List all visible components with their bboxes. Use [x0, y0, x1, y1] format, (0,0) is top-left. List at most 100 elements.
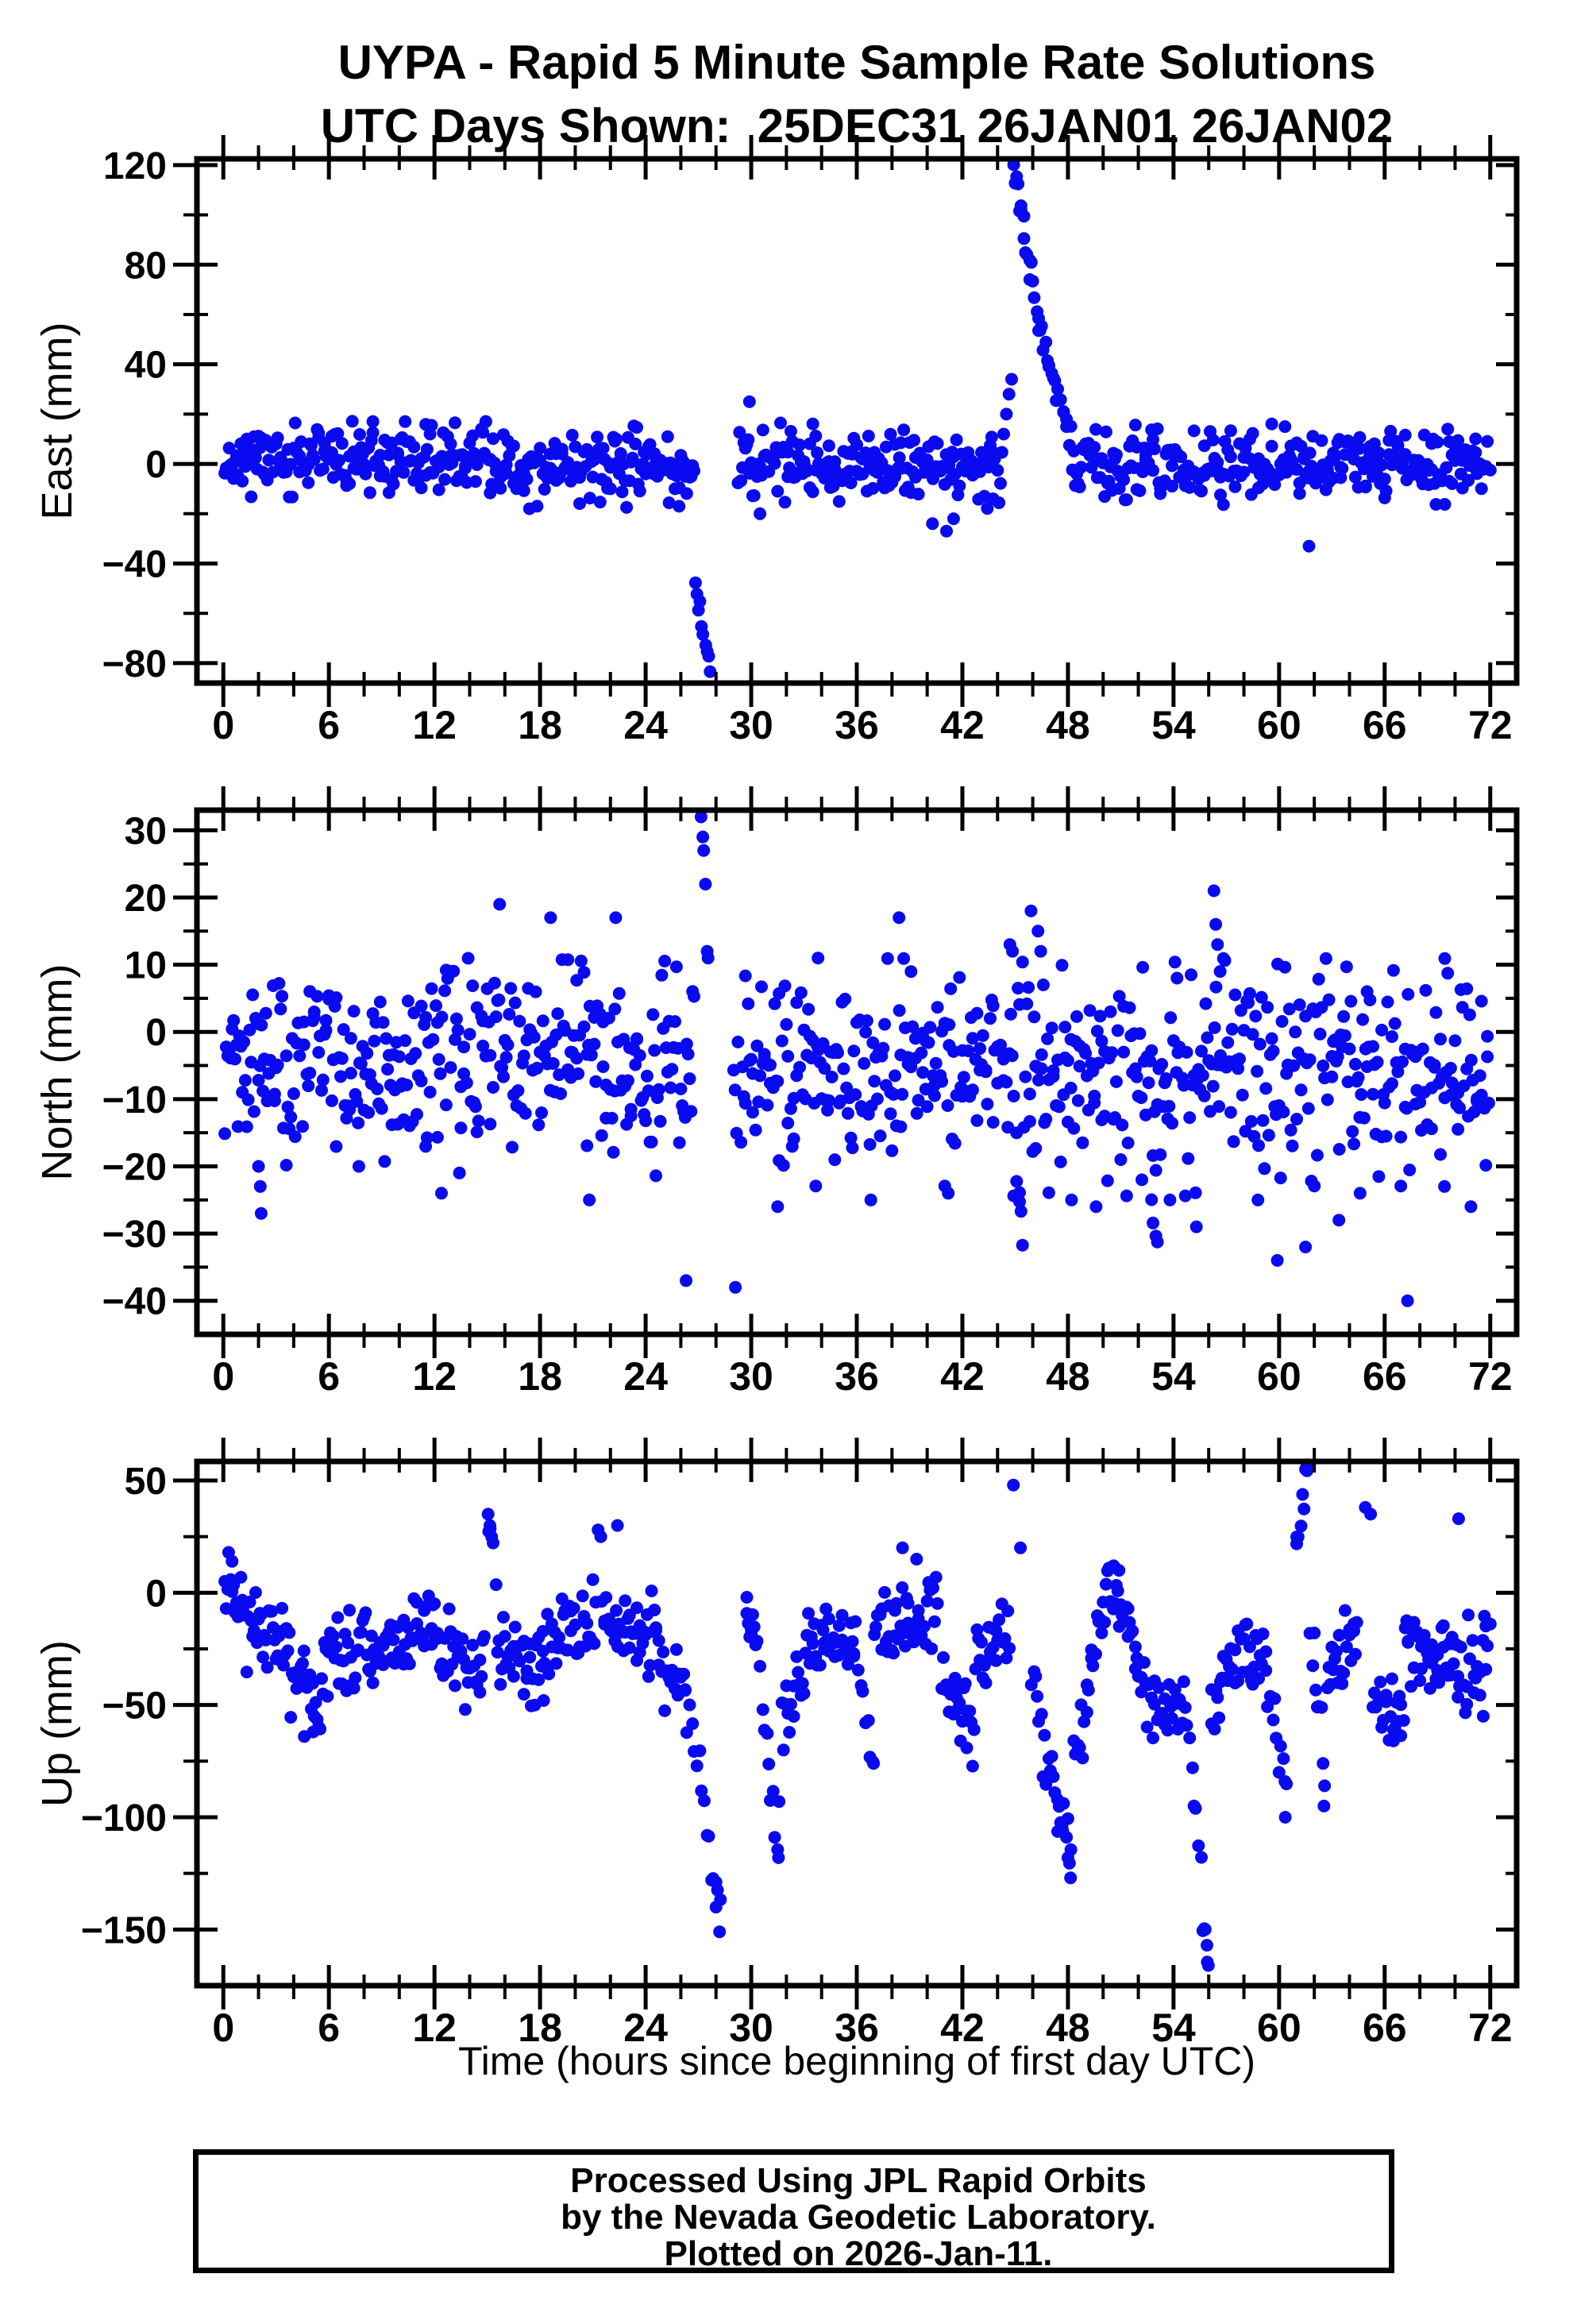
data-point — [1023, 1087, 1036, 1101]
data-point — [1163, 1193, 1177, 1206]
data-point — [1460, 1697, 1474, 1711]
data-point — [1346, 1125, 1359, 1138]
data-point — [494, 481, 507, 495]
data-point — [1378, 1096, 1391, 1110]
data-point — [476, 1039, 490, 1052]
data-point — [1310, 1148, 1324, 1162]
data-point — [252, 1074, 265, 1087]
data-point — [1425, 1122, 1438, 1136]
data-point — [747, 489, 761, 502]
data-point — [967, 1723, 981, 1736]
data-point — [344, 1032, 357, 1045]
data-point — [1006, 944, 1020, 958]
data-point — [1192, 1839, 1205, 1852]
data-point — [787, 1132, 800, 1145]
data-point — [1028, 291, 1041, 304]
data-point — [593, 496, 607, 509]
data-point — [414, 1075, 428, 1087]
data-point — [688, 464, 700, 477]
data-point — [754, 1659, 767, 1673]
y-tick-label: −80 — [102, 643, 167, 685]
data-point — [1394, 1698, 1408, 1712]
data-point — [411, 1108, 423, 1121]
data-point — [1441, 423, 1455, 436]
data-point — [1121, 1602, 1135, 1616]
data-point — [366, 415, 380, 428]
data-point — [733, 426, 746, 439]
data-point — [542, 1667, 556, 1681]
data-point — [844, 1131, 858, 1145]
data-point — [927, 1089, 941, 1102]
data-point — [444, 438, 457, 450]
data-point — [321, 1689, 334, 1703]
data-point — [702, 1829, 715, 1843]
data-point — [432, 1052, 445, 1066]
data-point — [479, 415, 492, 428]
data-point — [506, 1141, 519, 1154]
data-point — [1159, 1072, 1173, 1085]
data-point — [1386, 1734, 1400, 1747]
data-point — [1278, 1811, 1292, 1824]
data-point — [678, 1683, 692, 1697]
data-point — [513, 1654, 526, 1668]
data-point — [920, 1594, 934, 1608]
data-point — [1356, 1013, 1370, 1026]
data-point — [1023, 1114, 1036, 1128]
data-point — [255, 1018, 268, 1032]
data-point — [1440, 461, 1453, 474]
data-point — [976, 1029, 989, 1042]
data-point — [1140, 1720, 1154, 1734]
data-point — [1105, 1046, 1119, 1060]
data-point — [931, 1596, 944, 1610]
data-point — [307, 453, 321, 466]
data-point — [986, 999, 1000, 1013]
data-point — [1315, 434, 1328, 447]
data-point — [953, 971, 966, 984]
data-point — [772, 1851, 785, 1864]
data-point — [1329, 1645, 1343, 1658]
data-point — [1374, 1675, 1387, 1689]
data-point — [522, 502, 536, 515]
data-point — [345, 415, 359, 428]
data-point — [904, 965, 918, 979]
data-point — [680, 487, 693, 500]
data-point — [1082, 1683, 1095, 1697]
data-point — [538, 483, 551, 496]
data-point — [1195, 1851, 1208, 1864]
data-point — [1038, 1728, 1051, 1742]
data-point — [615, 485, 629, 499]
data-point — [466, 979, 480, 993]
data-point — [1415, 1662, 1428, 1676]
data-point — [468, 475, 482, 488]
y-tick-label: 10 — [125, 945, 167, 987]
data-point — [975, 1635, 988, 1649]
data-point — [551, 1007, 565, 1021]
data-point — [1278, 420, 1292, 434]
data-point — [594, 1530, 607, 1543]
data-point — [330, 1140, 343, 1153]
data-point — [1386, 449, 1400, 462]
data-point — [238, 1074, 252, 1087]
data-point — [792, 1666, 805, 1679]
data-point — [806, 1637, 819, 1650]
data-point — [245, 490, 258, 504]
data-point — [226, 1554, 239, 1568]
data-point — [1246, 1028, 1259, 1041]
data-point — [1359, 479, 1372, 492]
data-point — [970, 1006, 984, 1020]
data-point — [487, 1081, 499, 1094]
data-point — [1259, 1082, 1273, 1095]
data-point — [1213, 1100, 1226, 1114]
x-tick-label: 0 — [212, 2006, 234, 2050]
data-point — [1000, 1075, 1013, 1089]
data-point — [368, 1034, 381, 1048]
data-point — [1464, 1200, 1478, 1214]
data-point — [1047, 1064, 1060, 1077]
x-tick-label: 60 — [1257, 2006, 1301, 2050]
data-point — [349, 1671, 362, 1685]
data-point — [749, 1123, 762, 1137]
data-point — [784, 425, 797, 438]
data-point — [1265, 417, 1278, 430]
data-point — [1277, 1106, 1290, 1118]
data-point — [1177, 1675, 1190, 1689]
